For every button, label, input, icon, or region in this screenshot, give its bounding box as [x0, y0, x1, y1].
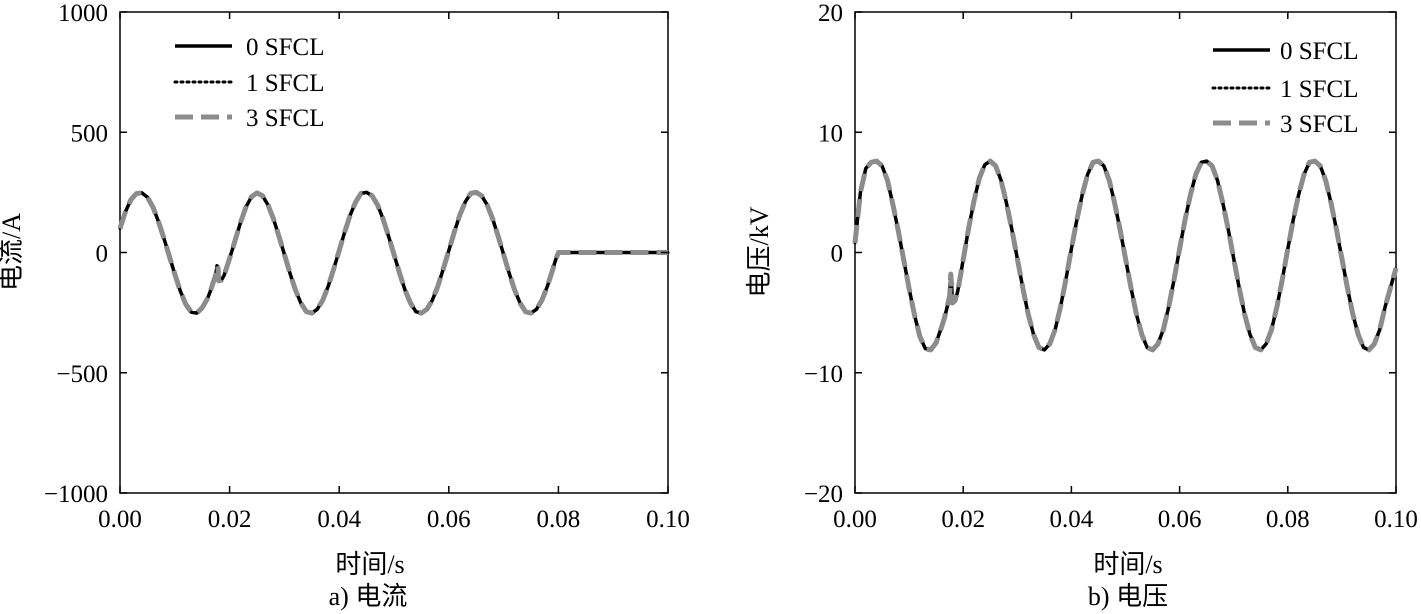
- voltage-chart-panel: 0.00 0.02 0.04 0.06 0.08 0.10 20 10 0 −10 −20 0 SF…: [745, 0, 1418, 611]
- current-legend-label-1-sfcl: 1 SFCL: [246, 70, 325, 97]
- current-legend-label-0-sfcl: 0 SFCL: [246, 34, 325, 61]
- current-y-axis-title: 电流/A: [0, 213, 26, 291]
- current-y-tick-label: −500: [56, 361, 108, 388]
- current-y-tick-label: 0: [96, 241, 109, 268]
- voltage-x-axis-title: 时间/s: [1093, 550, 1162, 579]
- current-y-tick-label: 500: [71, 120, 109, 147]
- voltage-legend-label-1-sfcl: 1 SFCL: [1280, 76, 1359, 103]
- voltage-series-layer: [852, 158, 1399, 353]
- current-legend: 0 SFCL 1 SFCL 3 SFCL: [173, 34, 325, 132]
- current-ticks-layer: 0.00 0.02 0.04 0.06 0.08 0.10 1000 500 0 −500 −100…: [44, 0, 690, 533]
- voltage-legend-label-0-sfcl: 0 SFCL: [1280, 38, 1359, 65]
- current-y-tick-label: 1000: [58, 0, 108, 27]
- voltage-x-tick-label: 0.00: [833, 506, 877, 533]
- voltage-y-tick-label: −20: [804, 481, 843, 508]
- current-x-tick-label: 0.00: [98, 506, 142, 533]
- current-x-axis-title: 时间/s: [335, 550, 404, 579]
- voltage-x-tick-label: 0.06: [1158, 506, 1202, 533]
- voltage-y-tick-label: −10: [804, 361, 843, 388]
- current-x-tick-label: 0.04: [317, 506, 361, 533]
- voltage-x-tick-label: 0.04: [1050, 506, 1094, 533]
- current-series-layer: [117, 189, 670, 316]
- current-legend-label-3-sfcl: 3 SFCL: [246, 105, 325, 132]
- voltage-legend: 0 SFCL 1 SFCL 3 SFCL: [1211, 38, 1359, 138]
- voltage-x-tick-label: 0.02: [941, 506, 985, 533]
- current-panel-caption: a) 电流: [329, 582, 408, 611]
- current-chart-panel: 0.00 0.02 0.04 0.06 0.08 0.10 1000 500 0 −500 −100…: [0, 0, 690, 611]
- voltage-x-tick-label: 0.10: [1374, 506, 1418, 533]
- current-x-tick-label: 0.02: [208, 506, 252, 533]
- voltage-panel-caption: b) 电压: [1088, 582, 1168, 611]
- voltage-y-tick-label: 20: [818, 0, 843, 27]
- voltage-ticks-layer: 0.00 0.02 0.04 0.06 0.08 0.10 20 10 0 −10 −20: [804, 0, 1418, 533]
- current-x-tick-label: 0.10: [646, 506, 690, 533]
- voltage-series-3-sfcl: [852, 158, 1399, 353]
- current-x-tick-label: 0.06: [427, 506, 471, 533]
- voltage-x-tick-label: 0.08: [1266, 506, 1310, 533]
- current-series-3-sfcl: [117, 189, 668, 316]
- current-y-tick-label: −1000: [44, 481, 108, 508]
- current-x-tick-label: 0.08: [537, 506, 581, 533]
- voltage-legend-label-3-sfcl: 3 SFCL: [1280, 111, 1359, 138]
- voltage-y-tick-label: 10: [818, 120, 843, 147]
- voltage-y-axis-title: 电压/kV: [745, 206, 774, 297]
- voltage-y-tick-label: 0: [831, 241, 844, 268]
